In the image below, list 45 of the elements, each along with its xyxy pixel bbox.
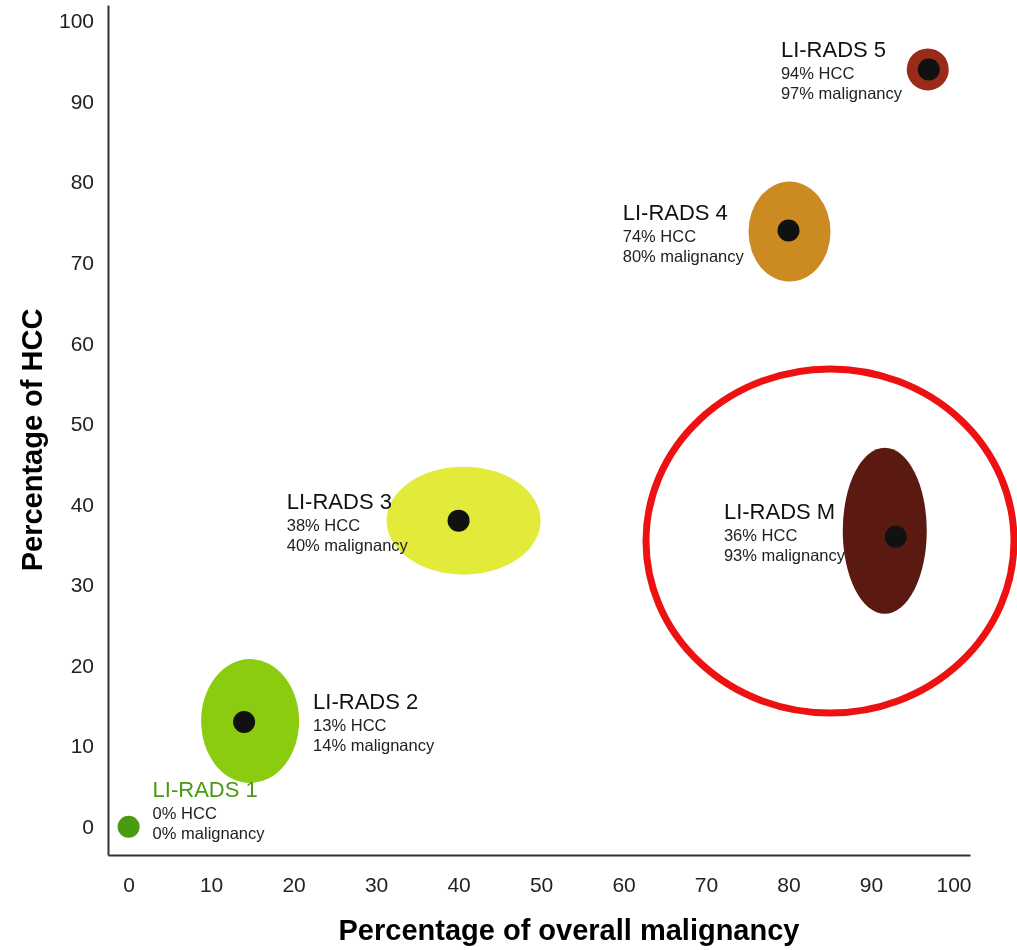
annotation: 36% HCC bbox=[723, 525, 798, 544]
y-tick-label: 50 bbox=[70, 412, 94, 436]
x-tick-label: 90 bbox=[859, 872, 884, 896]
x-tick-label: 80 bbox=[777, 872, 801, 896]
x-tick-label: 70 bbox=[694, 872, 719, 896]
y-tick-label: 0 bbox=[82, 815, 94, 839]
x-tick-label: 0 bbox=[123, 872, 135, 896]
point bbox=[233, 711, 256, 734]
point bbox=[777, 219, 800, 242]
x-tick-label: 40 bbox=[447, 872, 471, 896]
x-tick-label: 30 bbox=[364, 872, 389, 896]
text: LI-RADS 3 bbox=[286, 488, 392, 514]
text: LI-RADS 2 bbox=[313, 689, 419, 715]
annotation: 38% HCC bbox=[286, 515, 361, 534]
x-axis-title: Percentage of overall malignancy bbox=[338, 914, 800, 946]
y-axis-title: Percentage of HCC bbox=[16, 308, 48, 572]
annotation: 74% HCC bbox=[622, 226, 697, 245]
annotation: 14% malignancy bbox=[313, 736, 435, 755]
y-tick-label: 100 bbox=[58, 9, 94, 33]
annotation: 97% malignancy bbox=[780, 84, 903, 103]
annotation: 0% HCC bbox=[152, 803, 217, 822]
x-tick-label: 20 bbox=[282, 872, 306, 896]
x-tick-label: 100 bbox=[936, 872, 972, 896]
y-tick-label: 80 bbox=[70, 170, 94, 194]
y-tick-label: 10 bbox=[70, 734, 94, 758]
y-tick-label: 90 bbox=[70, 89, 94, 113]
text: LI-RADS M bbox=[723, 498, 836, 524]
y-tick-label: 40 bbox=[70, 492, 94, 516]
x-tick-label: 60 bbox=[612, 872, 636, 896]
annotation: 13% HCC bbox=[313, 716, 387, 735]
series-label: LI-RADS 1 bbox=[152, 776, 258, 802]
annotation: 94% HCC bbox=[780, 64, 855, 83]
y-tick-label: 30 bbox=[70, 573, 94, 597]
annotation: 0% malignancy bbox=[152, 823, 266, 842]
annotation: 93% malignancy bbox=[723, 545, 846, 564]
series-label: LI-RADS 5 bbox=[780, 37, 887, 63]
x-tick-label: 50 bbox=[529, 872, 554, 896]
point bbox=[447, 509, 470, 532]
y-tick-label: 70 bbox=[70, 251, 94, 275]
x-tick-label: 10 bbox=[199, 872, 224, 896]
point bbox=[884, 525, 907, 548]
text: LI-RADS 4 bbox=[622, 199, 728, 225]
annotation: 80% malignancy bbox=[622, 246, 745, 265]
y-tick-label: 60 bbox=[70, 331, 94, 355]
y-tick-label: 20 bbox=[70, 653, 94, 677]
